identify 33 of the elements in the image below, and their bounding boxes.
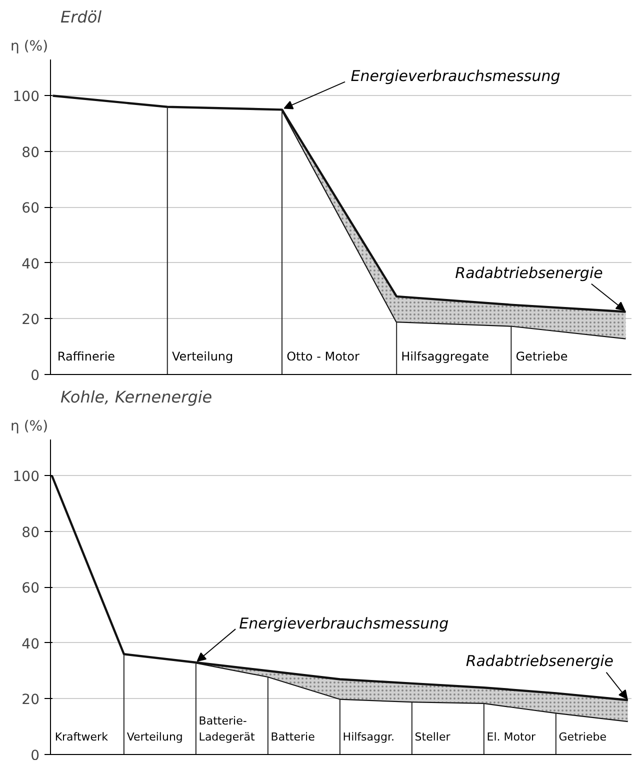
annotation: Raffinerie xyxy=(57,349,116,364)
annotation: Getriebe xyxy=(558,730,607,744)
y-tick-label: 100 xyxy=(12,89,40,106)
chart-title: Kohle, Kernenergie xyxy=(60,388,212,406)
annotation: Getriebe xyxy=(516,349,568,364)
annotation: Hilfsaggr. xyxy=(342,730,395,744)
annotation: Radabtriebsenergie xyxy=(466,652,614,670)
y-tick-label: 20 xyxy=(22,312,40,328)
y-axis-title: η (%) xyxy=(10,418,48,434)
y-tick-label: 100 xyxy=(12,469,40,486)
annotation: El. Motor xyxy=(486,730,536,744)
annotation: Steller xyxy=(414,730,451,744)
annotation: Hilfsaggregate xyxy=(401,349,490,364)
y-tick-label: 40 xyxy=(22,256,40,272)
annotation: Verteilung xyxy=(126,730,183,744)
text: Energieverbrauchsmessung xyxy=(350,67,560,86)
y-tick-label: 0 xyxy=(30,368,40,384)
y-tick-label: 60 xyxy=(22,200,40,217)
annotation: Otto - Motor xyxy=(286,349,360,364)
y-tick-label: 80 xyxy=(22,524,40,541)
y-axis-title: η (%) xyxy=(10,38,48,54)
y-tick-label: 20 xyxy=(22,692,40,708)
y-tick-label: 0 xyxy=(30,748,40,764)
annotation: Kraftwerk xyxy=(54,730,109,744)
annotation: Batterie- Ladegerät xyxy=(198,714,256,744)
annotation: Radabtriebsenergie xyxy=(455,264,603,282)
chart-title: Erdöl xyxy=(60,8,102,26)
annotation: Batterie xyxy=(270,730,316,744)
annotation: Verteilung xyxy=(172,349,234,364)
text: Energieverbrauchsmessung xyxy=(239,614,449,632)
y-tick-label: 80 xyxy=(22,144,40,161)
y-tick-label: 60 xyxy=(22,580,40,597)
y-tick-label: 40 xyxy=(22,636,40,652)
